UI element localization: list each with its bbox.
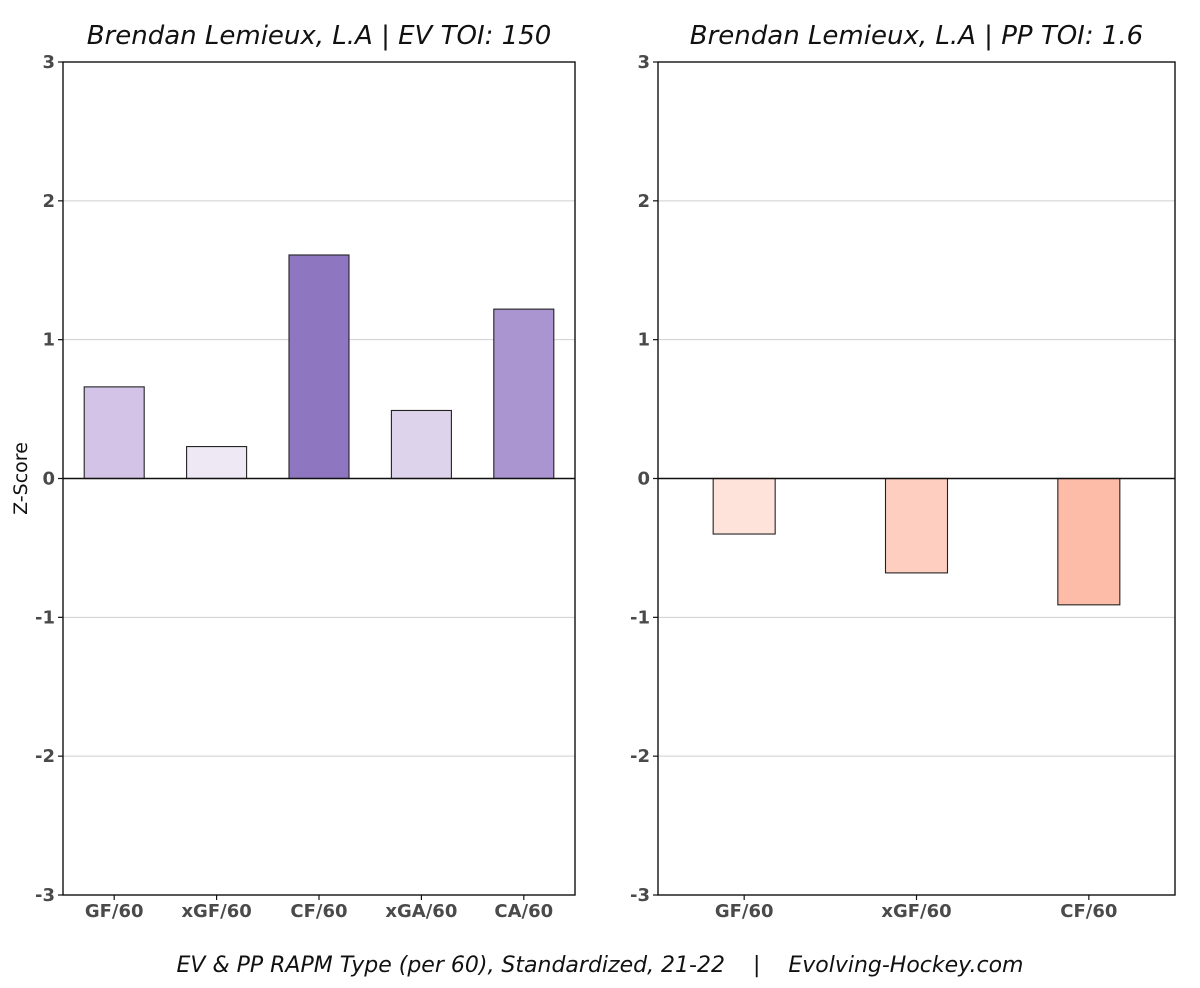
x-tick-label: GF/60 — [715, 901, 774, 922]
y-tick-label: -3 — [35, 885, 55, 906]
y-tick-label: -3 — [630, 885, 650, 906]
y-tick-label: -1 — [630, 607, 650, 628]
bar-xga-60 — [390, 409, 452, 480]
bar-xgf-60 — [186, 446, 248, 480]
y-tick-label: 1 — [637, 330, 650, 351]
x-tick-label: xGF/60 — [881, 901, 951, 922]
chart-title: Brendan Lemieux, L.A | EV TOI: 150 — [87, 21, 552, 51]
y-tick-label: 0 — [42, 469, 55, 490]
chart-panel-2: GF/60 xGF/60 CF/60 -3 -2 -1 0 1 2 3 Brendan Lemieu… — [630, 21, 1176, 922]
bar-gf-60 — [712, 477, 776, 535]
y-axis-label: Z-Score — [10, 442, 32, 515]
y-tick-label: 3 — [42, 52, 55, 73]
x-tick-label: xGF/60 — [181, 901, 251, 922]
y-tick-label: -2 — [630, 746, 650, 767]
x-tick-label: CF/60 — [1060, 901, 1117, 922]
bar-ca-60 — [493, 308, 555, 480]
chart-title: Brendan Lemieux, L.A | PP TOI: 1.6 — [690, 21, 1143, 51]
chart-panel-1: GF/60 xGF/60 CF/60 xGA/60 CA/60 -3 -2 -1 0 1 2 3 Bre… — [10, 21, 576, 922]
y-tick-label: 2 — [637, 191, 650, 212]
y-tick-label: -2 — [35, 746, 55, 767]
y-tick-label: -1 — [35, 607, 55, 628]
x-tick-label: CA/60 — [494, 901, 553, 922]
x-tick-label: xGA/60 — [385, 901, 457, 922]
x-tick-label: GF/60 — [85, 901, 144, 922]
y-tick-label: 0 — [637, 469, 650, 490]
bar-xgf-60 — [884, 477, 949, 574]
bar-gf-60 — [83, 386, 145, 480]
y-tick-label: 3 — [637, 52, 650, 73]
figure-caption: EV & PP RAPM Type (per 60), Standardized… — [177, 953, 1024, 978]
bar-cf-60 — [1057, 477, 1121, 606]
y-tick-label: 1 — [42, 330, 55, 351]
bar-cf-60 — [288, 254, 350, 480]
x-tick-label: CF/60 — [290, 901, 347, 922]
y-tick-label: 2 — [42, 191, 55, 212]
chart-panels: GF/60 xGF/60 CF/60 xGA/60 CA/60 -3 -2 -1 0 1 2 3 Bre… — [10, 21, 1176, 922]
